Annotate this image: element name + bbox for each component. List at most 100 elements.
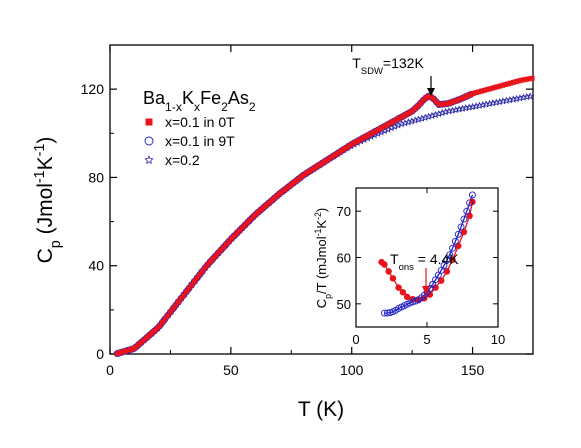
data-point-square	[436, 102, 442, 108]
inset-data-point	[451, 237, 459, 245]
data-point-square	[253, 212, 259, 218]
data-point-star	[478, 100, 487, 109]
data-point-square	[151, 328, 157, 334]
data-point-square	[120, 349, 126, 355]
data-point-star	[421, 113, 430, 121]
legend-label: x=0.1 in 0T	[165, 114, 235, 130]
data-point-square	[447, 100, 453, 106]
data-point-square	[287, 183, 293, 189]
sdw-annotation: TSDW=132K	[352, 55, 435, 96]
data-point-square	[122, 348, 128, 354]
data-point-square	[420, 97, 426, 103]
data-point-square	[518, 77, 524, 83]
data-point-square	[500, 82, 506, 88]
main-y-axis-label: Cp (Jmol-1K-1)	[32, 137, 64, 264]
data-point-square	[136, 342, 142, 348]
inset-plot-frame	[355, 187, 499, 328]
data-point-square	[117, 350, 123, 356]
inset-data-point	[381, 261, 388, 268]
data-point-square	[226, 238, 232, 244]
data-point-square	[271, 195, 277, 201]
data-point-square	[327, 155, 333, 161]
data-point-star	[461, 104, 470, 112]
data-point-square	[218, 247, 224, 253]
data-point-square	[471, 90, 477, 96]
data-point-square	[149, 330, 155, 336]
data-point-star	[489, 99, 497, 107]
data-point-square	[465, 93, 471, 99]
data-point-star	[397, 120, 406, 128]
data-point-square	[229, 236, 235, 242]
data-point-square	[401, 112, 407, 118]
inset-x-tick-label: 0	[352, 332, 359, 347]
main-x-tick-label: 50	[223, 362, 239, 378]
data-point-square	[322, 159, 328, 165]
data-point-square	[199, 268, 205, 274]
data-point-star	[482, 100, 490, 108]
data-point-square	[343, 145, 349, 151]
inset-data-point	[466, 212, 473, 220]
inset-data-point	[409, 298, 417, 306]
data-point-square	[492, 84, 498, 90]
data-point-star	[438, 108, 446, 117]
data-point-square	[476, 89, 482, 95]
tons-arrow-head	[422, 286, 430, 295]
data-point-square	[524, 76, 530, 82]
data-point-square	[529, 75, 535, 81]
data-point-star	[411, 116, 419, 124]
inset-x-tick-label: 10	[491, 332, 505, 347]
data-point-square	[423, 95, 429, 101]
inset-data-point	[385, 268, 392, 275]
data-point-star	[526, 92, 534, 100]
data-point-square	[258, 207, 264, 213]
data-point-square	[234, 230, 240, 236]
data-point-square	[250, 214, 256, 220]
data-point-square	[356, 137, 362, 143]
data-point-square	[306, 169, 312, 175]
main-y-tick-label: 40	[88, 258, 104, 274]
data-point-square	[276, 191, 282, 197]
data-point-square	[489, 85, 495, 91]
data-point-star	[448, 106, 457, 114]
data-point-square	[130, 346, 136, 352]
data-point-star	[458, 104, 467, 112]
legend-entry: x=0.1 in 9T	[144, 133, 235, 149]
data-point-square	[215, 250, 221, 256]
data-point-square	[513, 79, 519, 85]
data-point-square	[359, 136, 365, 142]
data-point-square	[181, 292, 187, 298]
data-point-square	[497, 83, 503, 89]
data-point-star	[512, 94, 521, 103]
data-point-square	[191, 278, 197, 284]
sdw-annotation-text: TSDW=132K	[352, 55, 424, 77]
inset-y-tick-label: 70	[337, 204, 351, 219]
data-point-square	[311, 165, 317, 171]
data-point-square	[332, 152, 338, 158]
main-x-tick-label: 150	[461, 362, 485, 378]
data-point-square	[383, 123, 389, 129]
data-point-square	[351, 140, 357, 146]
inset-data-point	[403, 293, 411, 301]
inset-series-line	[384, 194, 474, 314]
data-point-square	[502, 82, 508, 88]
main-data-points	[113, 75, 535, 358]
legend: Ba1-xKxFe2As2 x=0.1 in 0T x=0.1 in 9T x=0.…	[143, 88, 256, 168]
data-point-square	[510, 79, 516, 85]
data-point-square	[486, 86, 492, 92]
data-point-square	[292, 178, 298, 184]
data-point-star	[404, 118, 413, 126]
data-point-square	[362, 134, 368, 140]
inset-data-point	[399, 289, 407, 296]
tons-annotation: Tons = 4.4K	[390, 251, 459, 295]
data-point-square	[494, 84, 500, 90]
legend-label: x=0.1 in 9T	[165, 133, 235, 149]
data-point-star	[431, 110, 440, 119]
data-point-square	[399, 114, 405, 120]
data-point-star	[492, 98, 501, 106]
data-point-square	[237, 227, 243, 233]
data-point-square	[396, 115, 402, 121]
data-point-star	[499, 97, 507, 105]
data-point-square	[505, 81, 511, 87]
data-point-square	[308, 167, 314, 173]
